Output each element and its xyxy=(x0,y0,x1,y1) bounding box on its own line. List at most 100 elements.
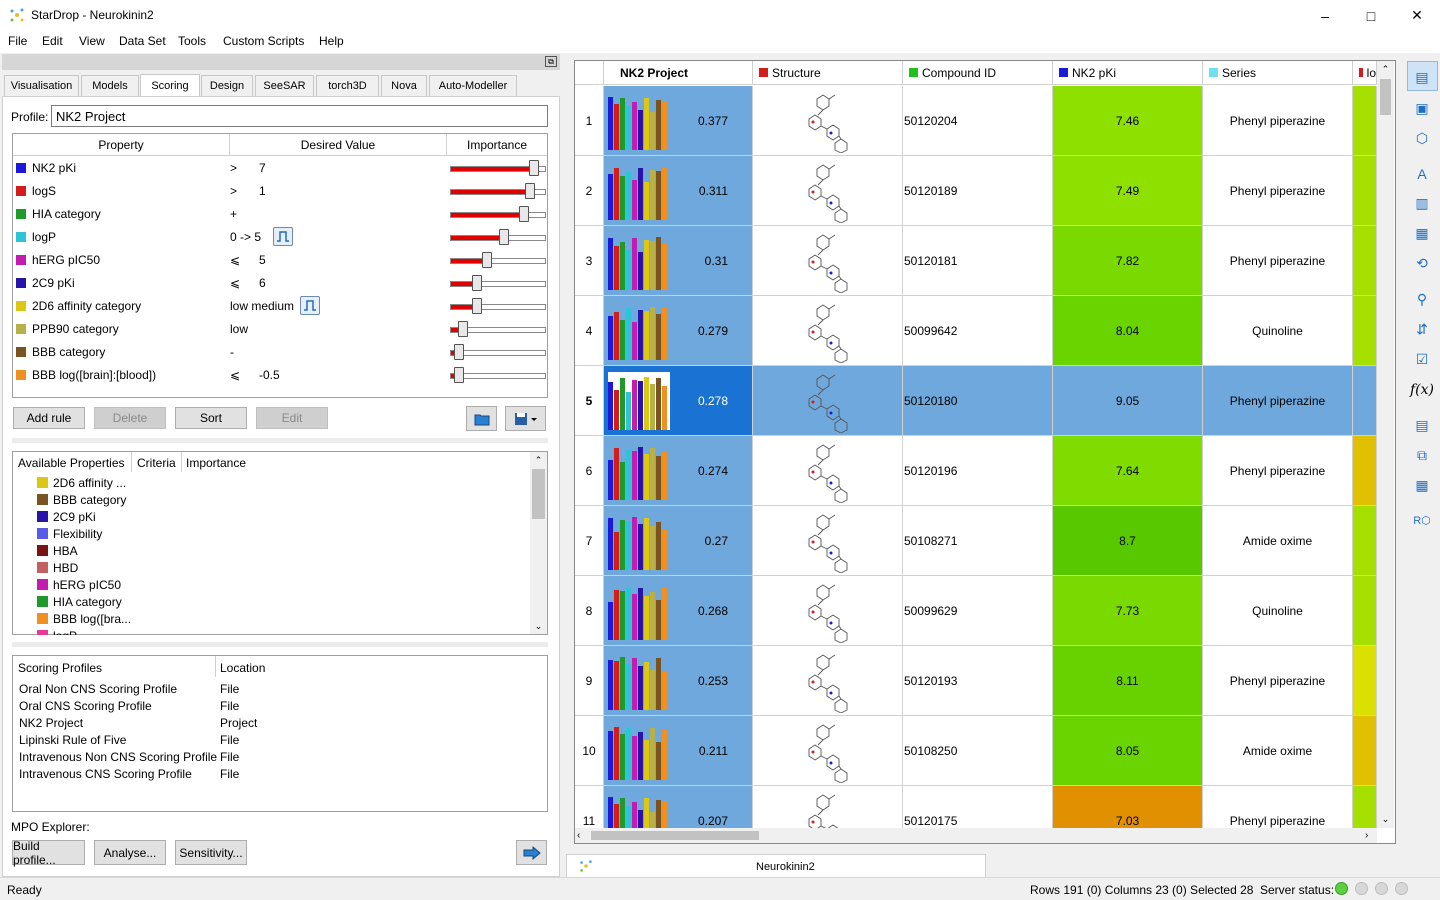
scroll-down-icon[interactable]: ⌄ xyxy=(534,621,543,631)
importance-slider[interactable] xyxy=(450,258,546,264)
column-header[interactable]: Structure xyxy=(753,61,903,85)
rule-row[interactable]: logP 0 -> 5 xyxy=(13,226,547,249)
tab-models[interactable]: Models xyxy=(81,75,139,96)
importance-slider-handle[interactable] xyxy=(519,206,530,222)
menu-data-set[interactable]: Data Set xyxy=(119,34,166,48)
close-button[interactable]: ✕ xyxy=(1411,7,1423,23)
table-row[interactable]: 5 0.278 50120180 9.05 Phenyl piperazine xyxy=(575,366,1377,436)
available-property-item[interactable]: 2D6 affinity ... xyxy=(13,475,529,492)
table-row[interactable]: 10 0.211 50108250 8.05 Amide oxime xyxy=(575,716,1377,786)
rule-criteria[interactable]: > xyxy=(230,184,238,198)
criteria-header[interactable]: Criteria xyxy=(137,456,176,470)
table-row[interactable]: 4 0.279 50099642 8.04 Quinoline xyxy=(575,296,1377,366)
rule-desired-value[interactable]: -0.5 xyxy=(259,368,280,382)
build-profile-button[interactable]: Build profile... xyxy=(12,839,85,867)
importance-slider[interactable] xyxy=(450,235,546,241)
menu-edit[interactable]: Edit xyxy=(42,34,63,48)
table-row[interactable]: 8 0.268 50099629 7.73 Quinoline xyxy=(575,576,1377,646)
row-number[interactable]: 3 xyxy=(575,226,604,296)
scroll-thumb[interactable] xyxy=(591,831,759,840)
add-rule-button[interactable]: Add rule xyxy=(13,407,85,429)
rule-row[interactable]: hERG pIC50 ⩽ 5 xyxy=(13,249,547,272)
open-folder-button[interactable] xyxy=(466,406,497,431)
importance-slider-handle[interactable] xyxy=(528,160,539,176)
available-property-item[interactable]: Flexibility xyxy=(13,526,529,543)
importance-slider-handle[interactable] xyxy=(498,229,509,245)
rule-criteria[interactable]: low xyxy=(230,322,249,336)
document-tab[interactable]: Neurokinin2 xyxy=(566,854,986,879)
tab-auto-modeller[interactable]: Auto-Modeller xyxy=(429,75,517,96)
scroll-thumb[interactable] xyxy=(1380,79,1391,115)
scoring-profile-row[interactable]: Oral CNS Scoring Profile File xyxy=(13,698,547,715)
available-property-item[interactable]: logP xyxy=(13,628,529,635)
row-number[interactable]: 5 xyxy=(575,366,604,436)
available-properties-header[interactable]: Available Properties xyxy=(18,456,125,470)
scoring-profile-row[interactable]: Oral Non CNS Scoring Profile File xyxy=(13,681,547,698)
available-property-item[interactable]: hERG pIC50 xyxy=(13,577,529,594)
copy-table-icon[interactable]: ⧉ xyxy=(1417,446,1427,463)
row-number[interactable]: 1 xyxy=(575,86,604,156)
tab-design[interactable]: Design xyxy=(201,75,253,96)
importance-slider[interactable] xyxy=(450,281,546,287)
merge-table-icon[interactable]: ▦ xyxy=(1415,476,1429,493)
table-icon[interactable]: ▦ xyxy=(1415,224,1429,241)
menu-file[interactable]: File xyxy=(8,34,28,48)
columns-icon[interactable]: ▥ xyxy=(1415,194,1429,211)
column-header-desired-value[interactable]: Desired Value xyxy=(230,134,447,156)
rule-row[interactable]: 2D6 affinity category low medium xyxy=(13,295,547,318)
grid-horizontal-scrollbar[interactable]: ‹ › xyxy=(575,828,1377,843)
tab-visualisation[interactable]: Visualisation xyxy=(4,75,79,96)
data-table-icon[interactable]: ▤ xyxy=(1415,416,1429,433)
column-header[interactable]: Compound ID xyxy=(903,61,1053,85)
available-property-item[interactable]: HBD xyxy=(13,560,529,577)
menu-custom-scripts[interactable]: Custom Scripts xyxy=(223,34,305,48)
available-importance-header[interactable]: Importance xyxy=(186,456,247,470)
rule-row[interactable]: 2C9 pKi ⩽ 6 xyxy=(13,272,547,295)
profile-name-input[interactable]: NK2 Project xyxy=(51,105,548,127)
available-property-item[interactable]: HIA category xyxy=(13,594,529,611)
importance-slider-handle[interactable] xyxy=(524,183,535,199)
desirability-function-icon[interactable] xyxy=(272,227,293,246)
rule-criteria[interactable]: ⩽ xyxy=(230,253,241,267)
save-menu-button[interactable] xyxy=(505,406,546,431)
available-property-item[interactable]: BBB category xyxy=(13,492,529,509)
importance-slider[interactable] xyxy=(450,212,546,218)
rule-row[interactable]: HIA category + xyxy=(13,203,547,226)
go-button[interactable] xyxy=(516,840,547,865)
rule-desired-value[interactable]: 5 xyxy=(259,253,266,267)
structure-search-icon[interactable]: ⬡ xyxy=(1415,129,1429,146)
rule-row[interactable]: PPB90 category low xyxy=(13,318,547,341)
grid-vertical-scrollbar[interactable]: ⌃ ⌄ xyxy=(1377,61,1394,828)
splitter[interactable] xyxy=(12,642,548,647)
table-row[interactable]: 2 0.311 50120189 7.49 Phenyl piperazine xyxy=(575,156,1377,226)
scroll-left-icon[interactable]: ‹ xyxy=(577,830,581,841)
rule-criteria[interactable]: + xyxy=(230,207,238,221)
minimize-button[interactable]: – xyxy=(1321,7,1329,24)
rule-criteria[interactable]: low medium xyxy=(230,299,295,313)
importance-slider-handle[interactable] xyxy=(481,252,492,268)
sort-columns-icon[interactable]: ⇵ xyxy=(1416,320,1428,337)
available-property-item[interactable]: HBA xyxy=(13,543,529,560)
menu-tools[interactable]: Tools xyxy=(178,34,207,48)
edit-rule-button[interactable]: Edit xyxy=(256,407,328,429)
tab-nova[interactable]: Nova xyxy=(381,75,427,96)
importance-slider-handle[interactable] xyxy=(472,298,483,314)
location-header[interactable]: Location xyxy=(220,661,266,675)
rule-criteria[interactable]: > xyxy=(230,161,238,175)
column-header-importance[interactable]: Importance xyxy=(447,134,547,156)
menu-help[interactable]: Help xyxy=(319,34,344,48)
grid-corner[interactable] xyxy=(575,61,604,85)
importance-slider[interactable] xyxy=(450,304,546,310)
r-group-icon[interactable]: R⬡ xyxy=(1413,514,1431,527)
tab-scoring[interactable]: Scoring xyxy=(140,74,200,96)
row-number[interactable]: 11 xyxy=(575,786,604,828)
row-number[interactable]: 4 xyxy=(575,296,604,366)
row-number[interactable]: 10 xyxy=(575,716,604,786)
check-columns-icon[interactable]: ☑ xyxy=(1415,350,1429,367)
importance-slider-handle[interactable] xyxy=(454,367,465,383)
available-property-item[interactable]: 2C9 pKi xyxy=(13,509,529,526)
rule-row[interactable]: logS >1 xyxy=(13,180,547,203)
table-row[interactable]: 7 0.27 50108271 8.7 Amide oxime xyxy=(575,506,1377,576)
column-header-property[interactable]: Property xyxy=(13,134,230,156)
table-row[interactable]: 9 0.253 50120193 8.11 Phenyl piperazine xyxy=(575,646,1377,716)
